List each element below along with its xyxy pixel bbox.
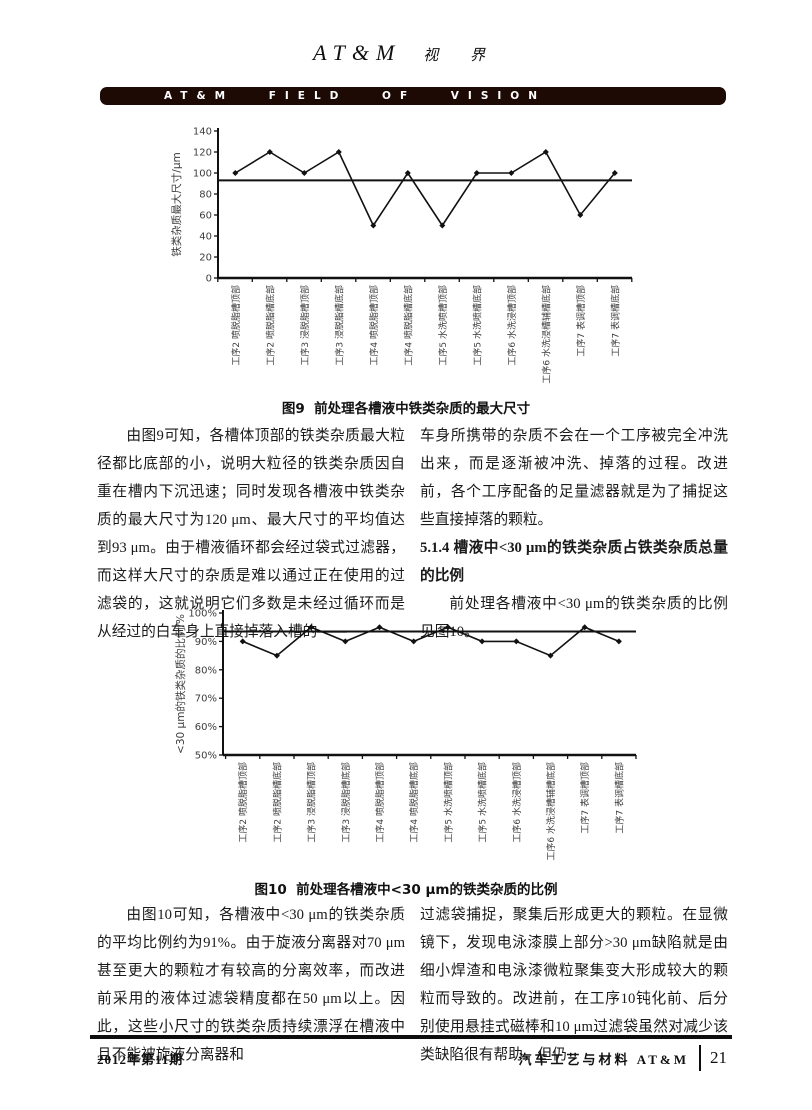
- y-tick-label: 80: [199, 190, 212, 201]
- y-tick-label: 60: [199, 211, 212, 222]
- x-category-label: 工序3 浸脱脂槽顶部: [306, 762, 318, 843]
- paragraph-figure9-discussion-left: 由图9可知，各槽体顶部的铁类杂质最大粒径都比底部的小，说明大粒径的铁类杂质因自重…: [97, 428, 405, 640]
- data-point-marker: [508, 170, 515, 176]
- figure9-caption: 图9 前处理各槽液中铁类杂质的最大尺寸: [281, 401, 531, 417]
- data-point-marker: [615, 638, 622, 645]
- figure9-chart: 0 20 40 60 80 100 120 140 工序2 喷脱脂槽顶部 工序2 喷脱脂槽底部 工序…: [170, 127, 633, 384]
- y-tick-label: 50%: [195, 751, 217, 762]
- paragraph-figure10-intro: 前处理各槽液中<30 μm的铁类杂质的比例见图10。: [420, 596, 728, 640]
- x-category-label: 工序2 喷脱脂槽顶部: [230, 285, 242, 366]
- line-series: [234, 150, 616, 228]
- right-column: 过滤袋捕捉，聚集后形成更大的颗粒。在显微镜下，发现电泳漆膜上部分>30 μm缺陷…: [420, 901, 728, 1069]
- footer-page-number: 21: [710, 1048, 727, 1067]
- data-point-marker: [479, 638, 486, 645]
- x-category-label: 工序4 喷脱脂槽底部: [402, 285, 414, 366]
- x-category-label: 工序3 浸脱脂槽底部: [340, 762, 352, 843]
- left-column: 由图9可知，各槽体顶部的铁类杂质最大粒径都比底部的小，说明大粒径的铁类杂质因自重…: [97, 422, 405, 646]
- paragraph-figure9-discussion-right: 车身所携带的杂质不会在一个工序被完全冲洗出来，而是逐渐被冲洗、掉落的过程。改进前…: [420, 428, 728, 528]
- footer-rule: [90, 1035, 732, 1039]
- x-category-label: 工序3 浸脱脂槽底部: [333, 285, 345, 366]
- y-tick-label: 140: [193, 127, 212, 138]
- x-category-label: 工序2 喷脱脂槽底部: [264, 285, 276, 366]
- x-category-label: 工序5 水洗喷槽顶部: [437, 285, 449, 366]
- data-point-marker: [308, 624, 315, 631]
- figure10-chart: 50% 60% 70% 80% 90% 100% 工序2 喷脱脂槽顶部 工序2 喷脱脂槽底部 工…: [174, 609, 637, 861]
- journal-title-latin: AT&M: [312, 40, 402, 65]
- x-category-label: 工序5 水洗喷槽底部: [477, 762, 489, 843]
- x-category-label: 工序7 表调槽底部: [609, 285, 621, 357]
- left-column: 由图10可知，各槽液中<30 μm的铁类杂质的平均比例约为91%。由于旋液分离器…: [97, 901, 405, 1069]
- x-category-label: 工序5 水洗喷槽底部: [471, 285, 483, 366]
- y-axis-title: 铁类杂质最大尺寸/μm: [170, 152, 183, 256]
- right-column: 车身所携带的杂质不会在一个工序被完全冲洗出来，而是逐渐被冲洗、掉落的过程。改进前…: [420, 422, 728, 646]
- data-point-marker: [370, 222, 377, 229]
- x-category-label: 工序2 喷脱脂槽顶部: [237, 762, 249, 843]
- data-point-marker: [266, 149, 273, 155]
- y-tick-label: 70%: [195, 694, 217, 705]
- x-category-label: 工序4 喷脱脂槽顶部: [368, 285, 380, 366]
- y-tick-label: 80%: [195, 665, 217, 676]
- data-point-marker: [404, 170, 411, 176]
- paragraph-figure10-discussion-left: 由图10可知，各槽液中<30 μm的铁类杂质的平均比例约为91%。由于旋液分离器…: [97, 907, 405, 1063]
- y-tick-label: 100%: [188, 609, 217, 620]
- data-point-marker: [577, 212, 584, 218]
- data-point-marker: [513, 638, 520, 645]
- journal-title-chinese: 视 界: [423, 48, 500, 64]
- y-tick-label: 0: [206, 274, 212, 285]
- footer-issue: 2012年第11期: [97, 1051, 184, 1067]
- paragraph-figure10-discussion-right: 过滤袋捕捉，聚集后形成更大的颗粒。在显微镜下，发现电泳漆膜上部分>30 μm缺陷…: [420, 907, 728, 1063]
- y-tick-label: 20: [199, 253, 212, 264]
- x-category-label: 工序4 喷脱脂槽顶部: [374, 762, 386, 843]
- footer-divider: [699, 1045, 701, 1071]
- journal-title: AT&M 视 界: [0, 40, 812, 66]
- y-tick-label: 100: [193, 169, 212, 180]
- data-point-marker: [342, 638, 349, 645]
- x-category-label: 工序7 表调槽顶部: [575, 285, 587, 357]
- data-point-marker: [581, 624, 588, 631]
- data-point-marker: [439, 222, 446, 229]
- x-category-label: 工序3 浸脱脂槽顶部: [299, 285, 311, 366]
- figure10-caption: 图10 前处理各槽液中<30 μm的铁类杂质的比例: [254, 882, 558, 898]
- banner-text: AT&M FIELD OF VISION: [163, 90, 547, 102]
- y-tick-label: 40: [199, 232, 212, 243]
- x-category-label: 工序4 喷脱脂槽底部: [408, 762, 420, 843]
- x-category-label: 工序5 水洗喷槽顶部: [442, 762, 454, 843]
- data-point-marker: [473, 170, 480, 176]
- data-point-marker: [611, 170, 618, 176]
- field-of-vision-banner: AT&M FIELD OF VISION: [100, 87, 726, 105]
- data-point-marker: [301, 170, 308, 176]
- y-axis-title: <30 μm的铁类杂质的比例/%: [174, 614, 187, 754]
- x-category-label: 工序6 水洗浸槽辅槽底部: [545, 762, 557, 861]
- footer-journal-name: 汽车工艺与材料 AT&M: [518, 1051, 689, 1067]
- section-heading-5-1-4: 5.1.4 槽液中<30 μm的铁类杂质占铁类杂质总量的比例: [420, 540, 728, 584]
- y-tick-label: 60%: [195, 722, 217, 733]
- body-text-block-2: 由图10可知，各槽液中<30 μm的铁类杂质的平均比例约为91%。由于旋液分离器…: [97, 901, 728, 1069]
- footer: 2012年第11期 汽车工艺与材料 AT&M 21: [90, 1044, 732, 1072]
- y-tick-label: 120: [193, 148, 212, 159]
- x-category-label: 工序6 水洗浸槽顶部: [511, 762, 523, 843]
- x-category-label: 工序7 表调槽顶部: [579, 762, 591, 834]
- data-point-marker: [542, 149, 549, 155]
- data-point-marker: [410, 638, 417, 645]
- footer-right: 汽车工艺与材料 AT&M 21: [519, 1045, 732, 1071]
- data-point-marker: [444, 624, 451, 631]
- x-category-label: 工序2 喷脱脂槽底部: [271, 762, 283, 843]
- y-tick-label: 90%: [195, 637, 217, 648]
- data-point-marker: [232, 170, 239, 176]
- x-category-label: 工序6 水洗浸槽顶部: [506, 285, 518, 366]
- data-point-marker: [335, 149, 342, 155]
- data-point-marker: [239, 638, 246, 645]
- x-category-label: 工序6 水洗浸槽辅槽底部: [540, 285, 552, 384]
- data-point-marker: [547, 652, 554, 659]
- x-category-label: 工序7 表调槽底部: [613, 762, 625, 834]
- data-point-marker: [273, 652, 280, 659]
- body-text-block-1: 由图9可知，各槽体顶部的铁类杂质最大粒径都比底部的小，说明大粒径的铁类杂质因自重…: [97, 422, 728, 646]
- data-point-marker: [376, 624, 383, 631]
